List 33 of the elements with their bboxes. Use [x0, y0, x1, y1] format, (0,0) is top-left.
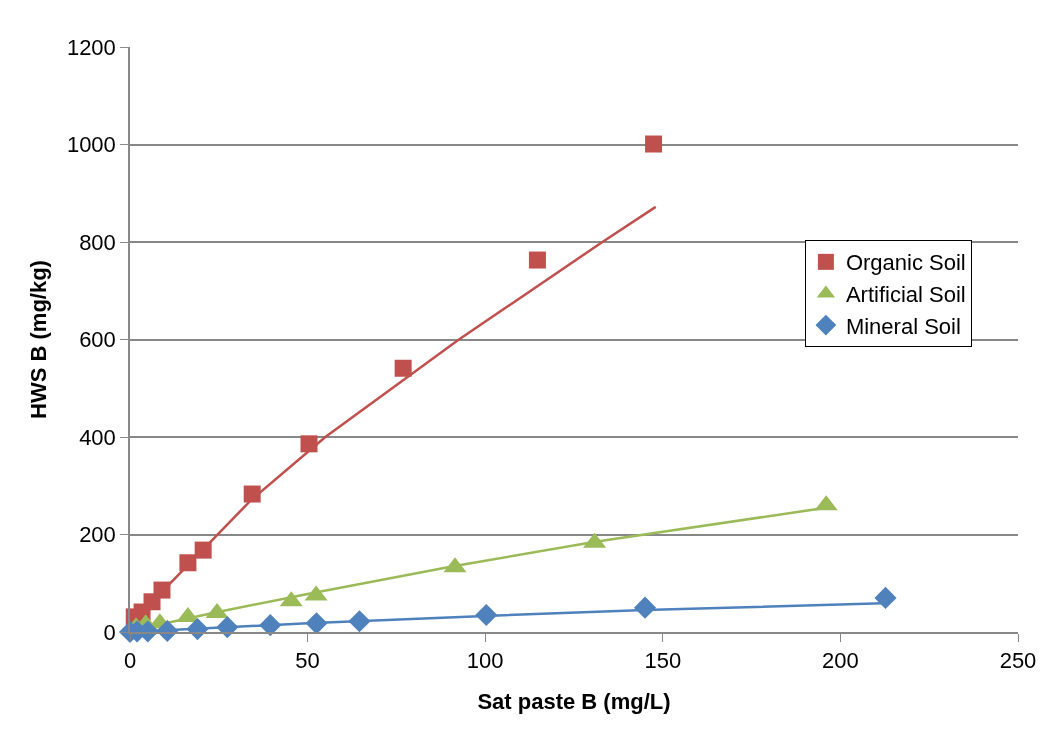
legend-label: Organic Soil [845, 250, 966, 276]
point [216, 616, 239, 639]
point [874, 586, 897, 609]
x-tick-label: 250 [999, 648, 1037, 674]
point [633, 596, 657, 619]
x-tick-label: 100 [466, 648, 504, 674]
y-tick-label: 0 [103, 619, 116, 645]
y-tick-label: 400 [79, 424, 116, 450]
y-tick-label: 200 [79, 522, 116, 548]
legend-label: Mineral Soil [845, 313, 961, 339]
y-tick-label: 800 [79, 229, 116, 255]
y-tick-label: 1000 [66, 132, 116, 158]
y-tick-label: 600 [79, 327, 116, 353]
point [153, 581, 171, 599]
legend-label: Artificial Soil [845, 282, 966, 308]
x-axis-title: Sat paste B (mg/L) [477, 688, 671, 714]
point [259, 614, 282, 637]
point [300, 435, 318, 453]
x-tick-label: 50 [295, 648, 320, 674]
x-tick-label: 200 [822, 648, 859, 674]
y-axis-title: HWS B (mg/kg) [26, 260, 52, 419]
point [194, 541, 212, 559]
point [528, 251, 546, 269]
point [305, 612, 328, 635]
point [243, 485, 261, 503]
point [394, 359, 412, 377]
point [179, 554, 197, 572]
point [348, 610, 371, 633]
point [645, 135, 663, 153]
x-tick-label: 0 [123, 648, 137, 674]
point [475, 603, 498, 626]
y-tick-label: 1200 [66, 34, 116, 60]
x-tick-label: 150 [644, 648, 682, 674]
